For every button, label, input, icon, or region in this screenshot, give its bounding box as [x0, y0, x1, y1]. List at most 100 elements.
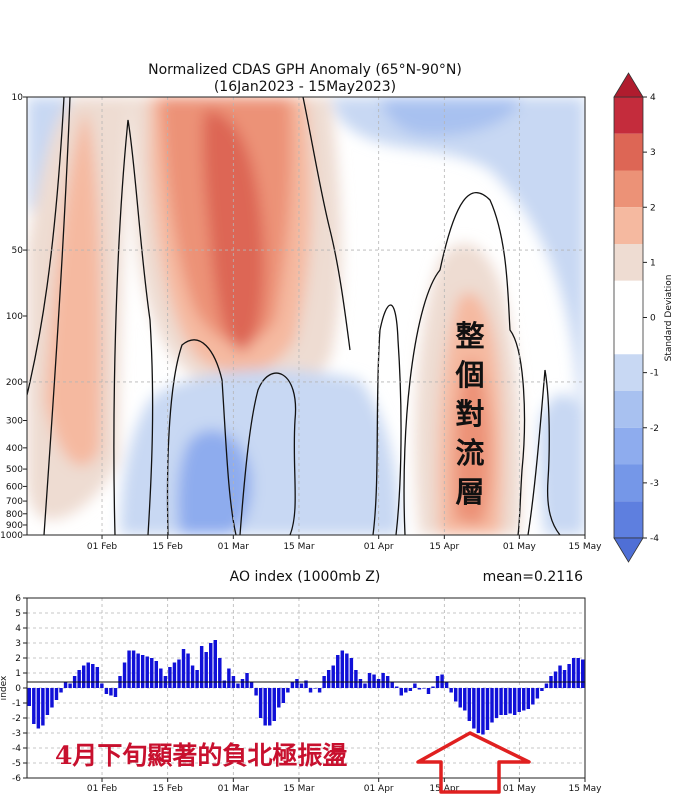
- ao-bar: [36, 688, 41, 729]
- ao-bar: [136, 653, 140, 688]
- ao-bar: [449, 688, 453, 693]
- ao-bar: [181, 649, 186, 688]
- x-tick-label: 01 Feb: [87, 542, 118, 552]
- y-tick-label: -3: [12, 729, 21, 739]
- ao-bar: [45, 688, 50, 715]
- ao-bar: [571, 658, 576, 688]
- ao-bar: [558, 665, 562, 688]
- ao-bar: [372, 674, 376, 688]
- y-tick-label: 700: [6, 497, 23, 507]
- colorbar-swatch: [614, 170, 643, 208]
- ao-bar: [240, 679, 245, 688]
- contour-line: [239, 372, 297, 535]
- heat-blob-upper-right-negative-core: [380, 97, 520, 136]
- y-tick-label: -6: [12, 774, 21, 784]
- ao-bar: [349, 658, 354, 688]
- ao-bar: [168, 667, 172, 688]
- y-tick-label: 10: [12, 93, 24, 103]
- ao-bar: [494, 688, 499, 718]
- heat-blob-right-lower-negative: [539, 393, 585, 535]
- ao-bar: [363, 683, 367, 688]
- ao-bar: [104, 688, 109, 694]
- y-tick-label: -5: [12, 759, 21, 769]
- colorbar-tick-label: 0: [650, 314, 656, 324]
- colorbar-swatch: [614, 244, 643, 281]
- ao-bar: [295, 679, 299, 688]
- y-tick-label: 100: [6, 312, 23, 322]
- ao-bar: [508, 688, 512, 714]
- colorbar-swatch: [614, 280, 643, 318]
- ao-bar: [95, 667, 100, 688]
- ao-bar: [317, 688, 322, 693]
- ao-bar: [50, 688, 54, 708]
- ao-bar: [576, 658, 580, 688]
- ao-bar: [499, 688, 503, 715]
- ao-bar: [277, 688, 281, 708]
- ao-bar: [481, 688, 485, 735]
- colorbar-label: Standard Deviation: [664, 275, 674, 362]
- ao-bar: [354, 670, 358, 688]
- x-tick-label: 01 Feb: [87, 784, 118, 794]
- ao-bar: [41, 688, 45, 726]
- ao-bar: [467, 688, 472, 721]
- colorbar-swatch: [614, 464, 643, 502]
- ao-bar: [127, 650, 131, 688]
- contour-line: [166, 339, 237, 535]
- y-tick-label: 200: [6, 378, 23, 388]
- ao-bar: [267, 688, 272, 726]
- x-tick-label: 15 Mar: [283, 784, 315, 794]
- ao-bar: [485, 688, 490, 730]
- ao-bar: [199, 646, 204, 688]
- contour-line: [527, 369, 561, 535]
- ao-bar: [367, 673, 372, 688]
- ao-bar: [150, 658, 154, 688]
- negative-ao-annotation: 4月下旬顯著的負北極振盪: [55, 741, 347, 770]
- ao-bar: [562, 670, 567, 688]
- colorbar-swatch: [614, 427, 643, 465]
- ao-bar: [209, 643, 213, 688]
- ao-bar: [281, 688, 286, 703]
- contour-line: [27, 97, 65, 396]
- contour-line: [372, 304, 402, 535]
- ao-bar: [422, 688, 426, 689]
- x-tick-label: 15 Apr: [429, 542, 459, 552]
- ao-bar: [32, 688, 36, 724]
- colorbar-swatch: [614, 391, 643, 428]
- colorbar-upper-cap: [613, 72, 644, 98]
- ao-bar-plot: 6 5 4 3 2 1 0 -1 -2 -3 -4 -5 -6 01 Feb 15 Feb 01 Mar 15…: [0, 594, 602, 794]
- y-tick-label: 600: [6, 482, 23, 492]
- y-tick-label: 400: [6, 444, 23, 454]
- ao-bar: [395, 686, 399, 688]
- ao-bar: [517, 688, 521, 712]
- y-tick-label: 6: [15, 594, 21, 604]
- ao-bar: [490, 688, 494, 723]
- ao-bar: [567, 664, 571, 688]
- x-tick-label: 15 May: [569, 542, 603, 552]
- ao-bar: [249, 682, 254, 688]
- colorbar-tick-label: 1: [650, 258, 656, 268]
- ao-bar: [345, 653, 349, 688]
- ao-bar: [463, 688, 467, 711]
- ao-bar: [54, 688, 59, 700]
- ao-bar: [218, 658, 222, 688]
- ao-bar: [417, 688, 422, 690]
- ao-bar: [304, 680, 308, 688]
- ao-bar: [190, 665, 195, 688]
- up-arrow: [416, 731, 531, 794]
- colorbar-tick-label: -4: [650, 534, 659, 544]
- annotation-char: 層: [455, 475, 484, 509]
- ao-bar: [299, 683, 304, 688]
- ao-bar: [204, 652, 208, 688]
- ao-bar: [522, 688, 526, 711]
- top-chart-title: Normalized CDAS GPH Anomaly (65°N-90°N): [148, 62, 462, 78]
- ao-bar: [526, 688, 531, 709]
- bottom-chart-mean: mean=0.2116: [483, 569, 584, 585]
- ao-bar: [408, 688, 413, 691]
- ao-bar: [544, 683, 549, 688]
- ao-bar: [581, 659, 585, 688]
- x-tick-label: 15 Feb: [153, 542, 184, 552]
- x-tick-label: 01 Mar: [218, 784, 250, 794]
- colorbar-tick-label: -2: [650, 424, 659, 434]
- ao-bar: [63, 682, 68, 688]
